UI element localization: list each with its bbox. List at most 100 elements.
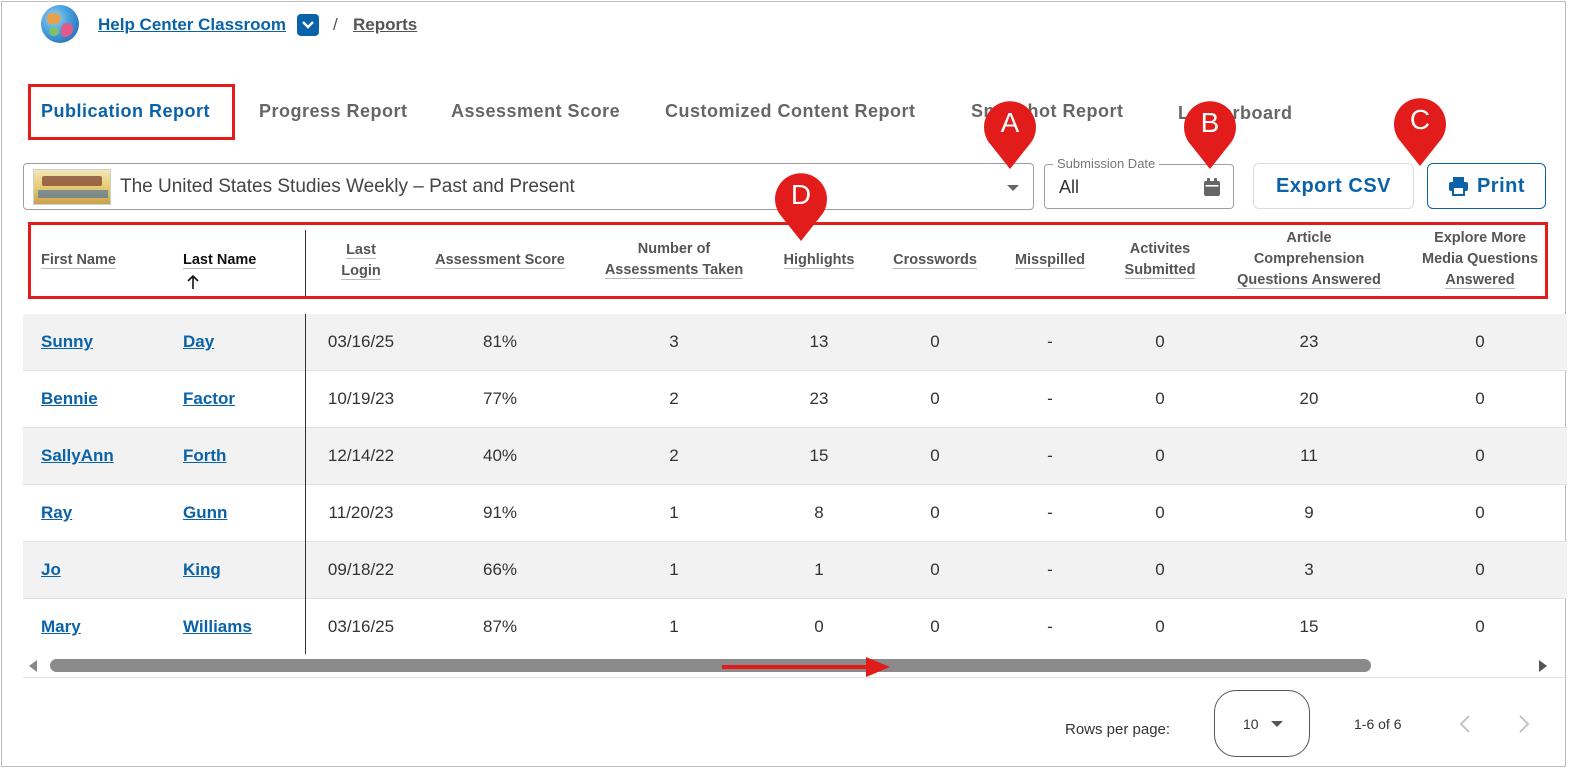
cell-last-login: 10/19/23 bbox=[327, 389, 395, 408]
callout-c-label: C bbox=[1409, 104, 1431, 135]
first-name-link[interactable]: Bennie bbox=[41, 389, 98, 408]
next-page-icon[interactable] bbox=[1517, 714, 1531, 734]
cell-last-login: 12/14/22 bbox=[327, 446, 395, 465]
tab-assessment-score[interactable]: Assessment Score bbox=[451, 101, 621, 121]
cell-misspilled: - bbox=[1047, 617, 1053, 636]
last-name-link[interactable]: King bbox=[183, 560, 221, 579]
tab-publication-report[interactable]: Publication Report bbox=[41, 101, 211, 121]
first-name-link[interactable]: Ray bbox=[41, 503, 73, 522]
last-name-link[interactable]: Forth bbox=[183, 446, 227, 465]
calendar-icon[interactable] bbox=[1203, 178, 1221, 197]
cell-last-login: 09/18/22 bbox=[327, 560, 395, 579]
scrollbar-thumb[interactable] bbox=[50, 659, 1371, 672]
sort-ascending-icon[interactable] bbox=[186, 274, 200, 290]
rows-per-page-select[interactable]: 10 bbox=[1214, 690, 1310, 757]
breadcrumb-separator: / bbox=[333, 15, 338, 34]
cell-article-questions: 9 bbox=[1304, 503, 1314, 522]
cell-misspilled: - bbox=[1047, 389, 1053, 408]
header-last-name[interactable]: Last Name bbox=[183, 252, 257, 269]
report-table-body: Sunny Day 03/16/25 81% 3 13 0 - 0 23 0 B… bbox=[23, 314, 1567, 656]
last-name-link[interactable]: Factor bbox=[183, 389, 235, 408]
cell-explore-questions: 0 bbox=[1475, 617, 1485, 636]
cell-highlights: 8 bbox=[814, 503, 824, 522]
publication-select[interactable]: The United States Studies Weekly – Past … bbox=[23, 163, 1034, 210]
last-name-link[interactable]: Gunn bbox=[183, 503, 228, 522]
rows-per-page-value: 10 bbox=[1243, 716, 1259, 732]
submission-date-label: Submission Date bbox=[1053, 156, 1160, 171]
cell-last-login: 03/16/25 bbox=[327, 332, 395, 351]
horizontal-scrollbar[interactable] bbox=[23, 654, 1567, 678]
cell-activities: 0 bbox=[1155, 332, 1165, 351]
cell-activities: 0 bbox=[1155, 617, 1165, 636]
cell-assessment-score: 91% bbox=[482, 503, 518, 522]
scroll-left-icon[interactable] bbox=[28, 659, 38, 673]
cell-activities: 0 bbox=[1155, 446, 1165, 465]
cell-explore-questions: 0 bbox=[1475, 560, 1485, 579]
first-name-link[interactable]: SallyAnn bbox=[41, 446, 114, 465]
submission-date-field[interactable]: Submission Date All bbox=[1044, 156, 1234, 209]
previous-page-icon[interactable] bbox=[1458, 714, 1472, 734]
pagination-range: 1-6 of 6 bbox=[1354, 716, 1402, 732]
cell-article-questions: 3 bbox=[1304, 560, 1314, 579]
header-first-name[interactable]: First Name bbox=[41, 252, 116, 269]
header-number-of-assessments[interactable]: Number of Assessments Taken bbox=[604, 241, 744, 279]
publication-thumbnail bbox=[33, 169, 111, 205]
tab-customized-content-report[interactable]: Customized Content Report bbox=[665, 101, 916, 121]
caret-down-icon bbox=[1007, 185, 1019, 191]
export-csv-button[interactable]: Export CSV bbox=[1253, 163, 1414, 209]
cell-highlights: 23 bbox=[809, 389, 829, 408]
header-activities-submitted[interactable]: Activites Submitted bbox=[1124, 241, 1196, 279]
scroll-right-icon[interactable] bbox=[1538, 659, 1548, 673]
callout-c: C bbox=[1393, 98, 1447, 168]
frozen-column-divider bbox=[305, 314, 306, 654]
class-dropdown-button[interactable] bbox=[297, 14, 319, 36]
header-explore-more-media[interactable]: Explore More Media Questions Answered bbox=[1421, 230, 1539, 289]
last-name-link[interactable]: Day bbox=[183, 332, 215, 351]
last-name-link[interactable]: Williams bbox=[183, 617, 252, 636]
print-button-label: Print bbox=[1476, 174, 1526, 197]
cell-article-questions: 23 bbox=[1299, 332, 1319, 351]
class-globe-icon bbox=[41, 5, 79, 43]
app-frame bbox=[1, 1, 1566, 767]
chevron-down-icon bbox=[302, 21, 314, 29]
cell-article-questions: 15 bbox=[1299, 617, 1319, 636]
print-button[interactable]: Print bbox=[1427, 163, 1546, 209]
tab-progress-report[interactable]: Progress Report bbox=[259, 101, 408, 121]
header-last-login[interactable]: Last Login bbox=[341, 242, 381, 280]
cell-explore-questions: 0 bbox=[1475, 503, 1485, 522]
header-assessment-score[interactable]: Assessment Score bbox=[435, 252, 565, 269]
table-row: Sunny Day 03/16/25 81% 3 13 0 - 0 23 0 bbox=[23, 314, 1567, 371]
callout-b-label: B bbox=[1200, 107, 1220, 138]
cell-assessments-taken: 1 bbox=[669, 617, 679, 636]
callout-d-label: D bbox=[790, 179, 812, 210]
cell-assessments-taken: 3 bbox=[669, 332, 679, 351]
table-row: Ray Gunn 11/20/23 91% 1 8 0 - 0 9 0 bbox=[23, 485, 1567, 542]
cell-explore-questions: 0 bbox=[1475, 389, 1485, 408]
cell-assessments-taken: 1 bbox=[669, 503, 679, 522]
callout-a-label: A bbox=[1000, 107, 1020, 138]
cell-misspilled: - bbox=[1047, 560, 1053, 579]
frozen-column-divider-header bbox=[305, 230, 306, 296]
first-name-link[interactable]: Jo bbox=[41, 560, 61, 579]
printer-icon bbox=[1448, 177, 1468, 196]
breadcrumb-reports-link[interactable]: Reports bbox=[353, 15, 418, 34]
cell-assessment-score: 40% bbox=[482, 446, 518, 465]
submission-date-value: All bbox=[1059, 177, 1080, 197]
cell-misspilled: - bbox=[1047, 503, 1053, 522]
cell-last-login: 03/16/25 bbox=[327, 617, 395, 636]
header-highlights[interactable]: Highlights bbox=[783, 252, 855, 269]
first-name-link[interactable]: Mary bbox=[41, 617, 81, 636]
header-article-comprehension[interactable]: Article Comprehension Questions Answered bbox=[1237, 230, 1381, 289]
table-row: SallyAnn Forth 12/14/22 40% 2 15 0 - 0 1… bbox=[23, 428, 1567, 485]
cell-assessments-taken: 1 bbox=[669, 560, 679, 579]
cell-article-questions: 11 bbox=[1300, 446, 1318, 465]
header-misspilled[interactable]: Misspilled bbox=[1014, 252, 1086, 269]
cell-activities: 0 bbox=[1155, 503, 1165, 522]
cell-activities: 0 bbox=[1155, 389, 1165, 408]
cell-article-questions: 20 bbox=[1299, 389, 1319, 408]
cell-assessment-score: 66% bbox=[482, 560, 518, 579]
header-crosswords[interactable]: Crosswords bbox=[893, 252, 977, 269]
breadcrumb-class-link[interactable]: Help Center Classroom bbox=[98, 15, 286, 34]
first-name-link[interactable]: Sunny bbox=[41, 332, 93, 351]
cell-highlights: 0 bbox=[814, 617, 824, 636]
